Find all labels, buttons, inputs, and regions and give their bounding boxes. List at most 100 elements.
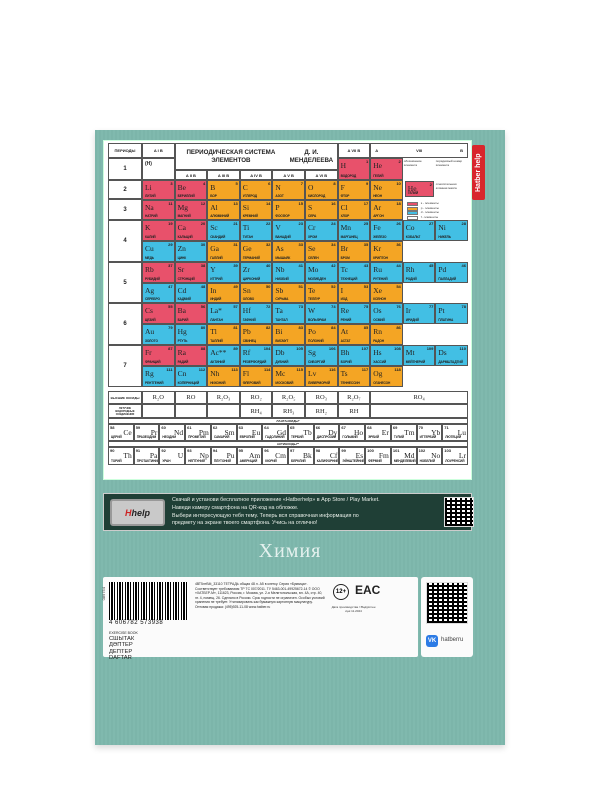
element-name: ТИТАН xyxy=(242,235,253,239)
group-viii-header: A VIII B xyxy=(370,143,468,158)
element-symbol: No xyxy=(431,451,441,460)
language-item: ДӘПТЕР xyxy=(109,642,133,649)
element-cell: 42 Mo МОЛИБДЕН xyxy=(305,262,338,283)
atomic-number: 27 xyxy=(428,221,434,226)
element-cell: 31 Ga ГАЛЛИЙ xyxy=(207,241,240,262)
element-symbol: Zn xyxy=(177,244,186,253)
element-name: САМАРИЙ xyxy=(213,435,230,439)
element-name: КАЛЬЦИЙ xyxy=(177,235,193,239)
atomic-number: 61 xyxy=(187,425,192,430)
element-name: ТЕЛЛУР xyxy=(308,297,321,301)
element-name: ХРОМ xyxy=(308,235,317,239)
element-cell: 73 Ta ТАНТАЛ xyxy=(272,303,305,324)
atomic-number: 28 xyxy=(461,221,466,226)
oxide-formula: R₂O₅ xyxy=(272,391,305,404)
element-name: ВОЛЬФРАМ xyxy=(308,318,326,322)
element-symbol: Tb xyxy=(303,428,312,437)
element-cell: 35 Br БРОМ xyxy=(337,241,371,262)
atomic-number: 21 xyxy=(233,221,238,226)
atomic-number: 49 xyxy=(233,284,238,289)
atomic-number: 81 xyxy=(233,325,238,330)
element-name: ПАЛЛАДИЙ xyxy=(438,277,456,281)
atomic-number: 20 xyxy=(200,221,206,226)
element-symbol: Ag xyxy=(145,286,155,295)
element-name: УГЛЕРОД xyxy=(242,193,257,198)
atomic-number: 93 xyxy=(187,448,192,453)
element-name: ИТТРИЙ xyxy=(210,277,223,281)
element-name: ФТОР xyxy=(340,193,350,198)
atomic-number: 8 xyxy=(333,181,336,186)
element-symbol: Ca xyxy=(177,223,186,232)
element-name: ПЛУТОНИЙ xyxy=(213,459,231,463)
element-name: УРАН xyxy=(162,459,171,463)
element-cell: 87 Fr ФРАНЦИЙ xyxy=(142,345,175,366)
element-name: СТРОНЦИЙ xyxy=(177,277,195,281)
group-header: A I B xyxy=(142,143,175,158)
atomic-number: 38 xyxy=(200,263,206,268)
atomic-number: 23 xyxy=(298,221,303,226)
atomic-number: 56 xyxy=(200,304,206,309)
element-name: БОР xyxy=(210,193,217,198)
atomic-number: 116 xyxy=(329,367,336,372)
element-symbol: O xyxy=(308,183,314,192)
element-name: НИХОНИЙ xyxy=(210,381,226,385)
element-cell: 70 Yb ИТТЕРБИЙ xyxy=(416,424,443,441)
element-name: БЕРИЛЛИЙ xyxy=(177,193,195,198)
element-name: ФРАНЦИЙ xyxy=(145,360,161,364)
element-cell: 16 S СЕРА xyxy=(305,199,338,220)
element-name: ВИСМУТ xyxy=(275,339,289,343)
element-cell: 43 Tc ТЕХНЕЦИЙ xyxy=(337,262,371,283)
atomic-number: 31 xyxy=(233,242,238,247)
group-viii-a: A xyxy=(375,148,379,153)
atomic-number: 45 xyxy=(428,263,434,268)
hydrogen-placeholder: (H) xyxy=(142,158,175,180)
period-number: 4 xyxy=(108,220,142,262)
element-name: ЖЕЛЕЗО xyxy=(373,235,387,239)
atomic-number: 52 xyxy=(331,284,336,289)
element-cell: 63 Eu ЕВРОПИЙ xyxy=(236,424,263,441)
atomic-number: 11 xyxy=(168,200,173,206)
element-cell: 65 Tb ТЕРБИЙ xyxy=(288,424,314,441)
element-name: ГАДОЛИНИЙ xyxy=(265,435,285,439)
element-name: ГАЛЛИЙ xyxy=(210,256,223,260)
element-name: КРЕМНИЙ xyxy=(242,214,258,218)
element-cell: 107 Bh БОРИЙ xyxy=(337,345,371,366)
element-symbol: Rg xyxy=(145,369,154,378)
atomic-number: 77 xyxy=(428,304,434,309)
atomic-number: 109 xyxy=(426,346,434,351)
subject-title: Химия xyxy=(258,540,322,562)
element-cell: 110 Ds ДАРМШТАДТИЙ xyxy=(435,345,468,366)
element-name: НЕПТУНИЙ xyxy=(188,459,205,463)
atomic-number: 62 xyxy=(212,425,218,430)
element-cell: 8 O КИСЛОРОД xyxy=(305,180,338,200)
atomic-number: 88 xyxy=(200,346,206,351)
element-name: ЭЙНШТЕЙНИЙ xyxy=(342,459,365,463)
element-cell: 97 Bk БЕРКЛИЙ xyxy=(288,447,314,465)
element-symbol: K xyxy=(145,223,151,232)
element-cell: 54 Xe КСЕНОН xyxy=(370,283,403,303)
element-cell: 114 Fl ФЛЕРОВИЙ xyxy=(239,366,273,387)
atomic-number: 98 xyxy=(315,448,321,453)
element-symbol: Nh xyxy=(210,369,220,378)
atomic-number: 53 xyxy=(363,284,369,289)
element-symbol: Ne xyxy=(373,183,382,192)
element-cell: 40 Zr ЦИРКОНИЙ xyxy=(239,262,273,283)
atomic-number: 24 xyxy=(331,221,336,226)
element-name: КОПЕРНИЦИЙ xyxy=(177,381,200,385)
hydride-cell: RH₄ xyxy=(239,404,273,418)
element-symbol: Pb xyxy=(242,327,251,336)
element-symbol: Cf xyxy=(329,451,338,460)
element-name: АСТАТ xyxy=(340,339,351,343)
element-cell: 67 Ho ГОЛЬМИЙ xyxy=(339,424,366,441)
element-symbol: P xyxy=(275,202,280,212)
atomic-number: 114 xyxy=(263,367,271,372)
element-symbol: Ar xyxy=(373,202,382,212)
atomic-number: 47 xyxy=(168,284,173,289)
oxide-formula: R₂O₃ xyxy=(207,391,240,404)
atomic-number: 35 xyxy=(363,242,369,247)
oxide-formula: RO₂ xyxy=(239,391,273,404)
element-name: РУТЕНИЙ xyxy=(373,277,388,281)
element-symbol: Fl xyxy=(242,369,250,378)
element-name: ЛОУРЕНСИЙ xyxy=(445,459,465,463)
atomic-number: 6 xyxy=(268,181,271,186)
